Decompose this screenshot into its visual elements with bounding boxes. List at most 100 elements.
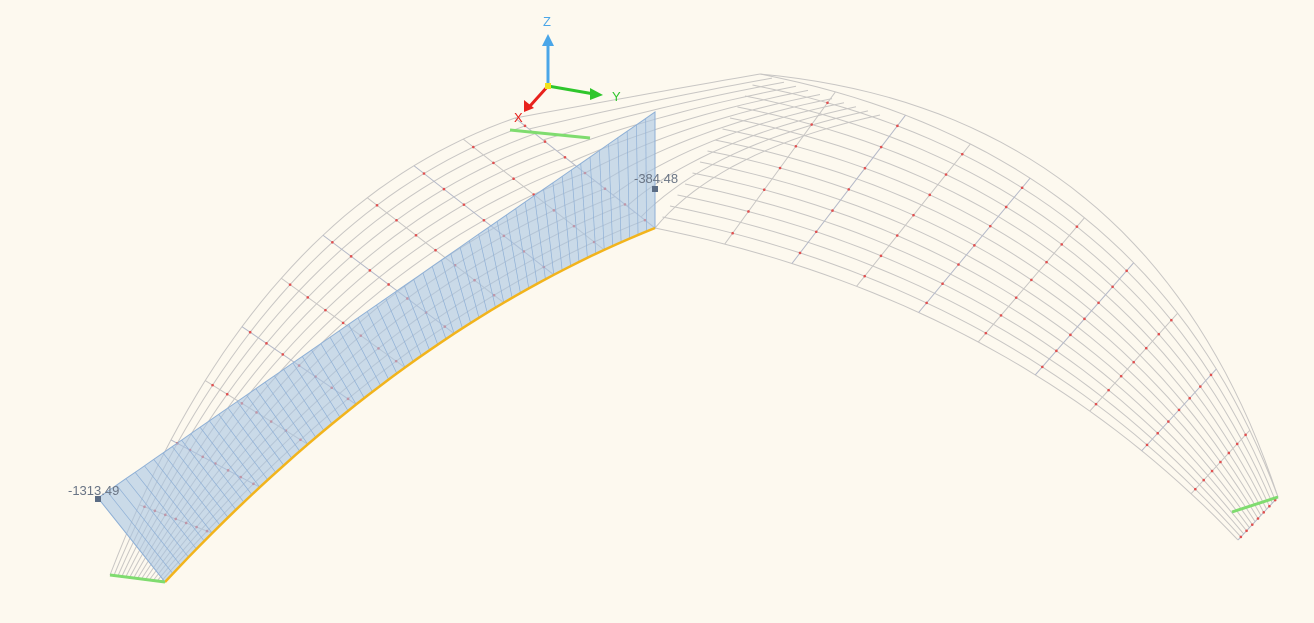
mesh-node: [331, 241, 334, 244]
mesh-node: [988, 224, 992, 228]
mesh-node: [863, 166, 867, 170]
result-diagram-ordinate: [598, 150, 605, 250]
mesh-node: [1004, 205, 1008, 209]
mesh-node: [563, 155, 567, 159]
mesh-node: [1041, 365, 1044, 369]
mesh-line: [737, 106, 1270, 507]
mesh-node: [973, 244, 976, 247]
mesh-line: [692, 172, 1253, 525]
result-diagram-ordinate: [292, 362, 333, 425]
result-diagram-ordinate: [348, 324, 381, 386]
mesh-line: [684, 183, 1250, 528]
mesh-node: [422, 172, 426, 175]
mesh-node: [1030, 278, 1033, 282]
mesh-line: [722, 128, 1265, 513]
mesh-node: [1055, 349, 1058, 353]
result-diagram-ordinate: [246, 394, 293, 459]
mesh-node: [248, 330, 252, 334]
mesh-node: [1202, 478, 1205, 482]
mesh-node: [1209, 373, 1213, 377]
mesh-node: [1132, 360, 1135, 364]
mesh-node: [944, 173, 948, 176]
supports: [109, 128, 1279, 584]
mesh-node: [442, 187, 446, 191]
mesh-node: [1075, 225, 1079, 228]
result-diagram-ordinate: [626, 131, 630, 239]
mesh-node: [1069, 333, 1072, 337]
mesh-node: [879, 145, 883, 149]
mesh-node: [747, 210, 750, 213]
result-diagram-ordinate: [524, 202, 538, 284]
result-diagram: [97, 111, 656, 583]
mesh-node: [512, 177, 515, 180]
mesh-node: [1119, 374, 1123, 378]
result-diagram-ordinate: [580, 163, 588, 258]
result-diagram-ordinate: [608, 144, 613, 247]
result-diagram-ordinate: [441, 259, 463, 329]
max-value-label: -1313.49: [68, 483, 120, 498]
mesh-node: [472, 145, 475, 149]
mesh-node: [482, 218, 486, 222]
coordinate-axes: Z Y X: [514, 14, 621, 125]
line-support: [509, 128, 591, 140]
result-diagram-ordinate: [283, 369, 325, 431]
result-diagram-ordinate: [236, 401, 285, 466]
mesh-node: [1083, 317, 1086, 321]
mesh-node: [762, 188, 766, 192]
mesh-node: [1210, 469, 1214, 473]
mesh-node: [1188, 396, 1191, 400]
y-axis-label: Y: [612, 89, 621, 104]
mesh-line: [556, 85, 797, 152]
mesh-node: [1239, 535, 1243, 539]
mesh-node: [1199, 385, 1202, 388]
mesh-node: [1094, 402, 1098, 406]
result-diagram-ordinate: [496, 221, 513, 298]
result-diagram-ordinate: [413, 279, 439, 345]
result-diagram-ordinate: [209, 420, 261, 488]
mesh-node: [543, 140, 547, 143]
mesh-node: [1177, 408, 1181, 412]
mesh-node: [1144, 346, 1148, 350]
mesh-line: [160, 219, 646, 582]
result-diagram-ordinate: [515, 208, 530, 289]
mesh-node: [912, 213, 915, 217]
result-diagram-ordinate: [478, 234, 496, 308]
result-diagram-ordinate: [487, 227, 505, 303]
y-axis-icon: [547, 84, 595, 96]
mesh-line: [662, 216, 1242, 538]
mesh-node: [731, 231, 734, 235]
result-diagram-ordinate: [543, 189, 555, 275]
result-diagram-ordinate: [134, 472, 197, 550]
mesh-node: [1167, 420, 1170, 423]
mesh-line: [707, 150, 1259, 519]
result-diagram-ordinate: [227, 407, 277, 473]
mesh-line: [654, 114, 881, 229]
mesh-node: [1014, 296, 1018, 299]
result-diagram-ordinate: [636, 124, 639, 235]
mesh-node: [414, 233, 418, 237]
result-diagram-ordinate: [422, 272, 447, 340]
mesh-node: [1219, 460, 1222, 464]
result-diagram-ordinate: [645, 118, 647, 232]
result-diagram-ordinate: [274, 375, 317, 438]
result-diagram-ordinate: [218, 414, 269, 481]
mesh-node: [375, 203, 379, 207]
x-axis-label: X: [514, 110, 523, 125]
max-value-marker: [95, 496, 101, 502]
mesh-node: [928, 193, 932, 197]
result-diagram-ordinate: [357, 317, 390, 380]
mesh-node: [1145, 443, 1149, 447]
mesh-node: [794, 144, 798, 148]
mesh-node: [984, 331, 988, 335]
mesh-line: [677, 194, 1247, 532]
mesh-line: [528, 77, 773, 130]
result-diagram-ordinate: [311, 349, 349, 412]
shell-mesh: [109, 73, 1279, 583]
result-diagram-ordinate: [394, 291, 422, 357]
result-diagram-ordinate: [264, 382, 309, 445]
mesh-line: [752, 84, 1276, 501]
mesh-node: [810, 123, 813, 126]
mesh-node: [778, 166, 782, 170]
